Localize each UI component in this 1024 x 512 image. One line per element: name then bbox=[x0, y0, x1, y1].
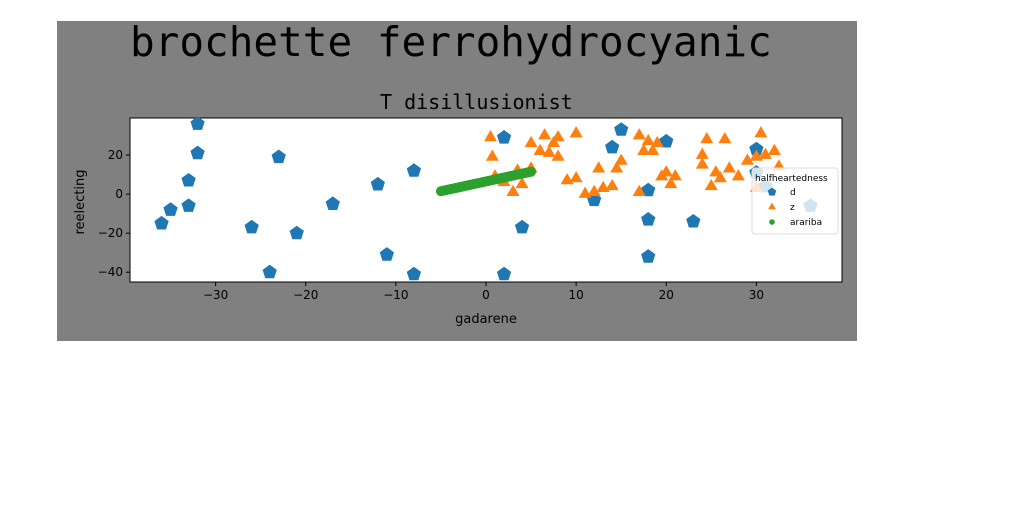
series-z-point bbox=[722, 161, 736, 173]
x-tick-label: 20 bbox=[659, 288, 674, 302]
series-z-point bbox=[646, 143, 660, 155]
series-d-point bbox=[370, 176, 385, 191]
series-d-point bbox=[406, 266, 422, 281]
series-z-point bbox=[533, 143, 547, 155]
y-tick-label: 0 bbox=[115, 187, 123, 201]
series-d-point bbox=[244, 219, 259, 234]
axis-ticks: −30 −20 −10 0 10 20 30 −40 −20 0 20 bbox=[98, 148, 764, 302]
legend-label-arariba: arariba bbox=[790, 218, 822, 228]
series-z-point bbox=[758, 147, 772, 159]
series-d-point bbox=[749, 141, 764, 156]
series-d-point bbox=[181, 172, 196, 187]
series-z-point bbox=[695, 147, 709, 159]
series-d-point bbox=[686, 213, 701, 228]
series-d-point bbox=[190, 116, 205, 130]
series-d-point bbox=[641, 212, 656, 226]
x-tick-label: 0 bbox=[482, 288, 490, 302]
series-z-point bbox=[632, 128, 646, 140]
series-z-point bbox=[551, 130, 565, 142]
series-z-point bbox=[587, 184, 601, 196]
series-z-point bbox=[551, 149, 565, 161]
series-d-point bbox=[325, 196, 340, 210]
legend: halfheartedness dz arariba bbox=[751, 167, 839, 235]
series-z-point bbox=[740, 153, 754, 165]
series-z-point bbox=[754, 126, 768, 138]
series-d-point bbox=[181, 198, 196, 212]
series-z-point bbox=[538, 128, 552, 140]
y-tick-label: −20 bbox=[98, 226, 123, 240]
series-z-point bbox=[695, 157, 709, 169]
series-d-point bbox=[496, 130, 512, 144]
series-z-point bbox=[506, 184, 520, 196]
series-d-point bbox=[605, 139, 620, 154]
series-d-point bbox=[659, 133, 674, 148]
series-d-point bbox=[262, 264, 277, 279]
legend-marker-z bbox=[768, 202, 776, 210]
series-z-point bbox=[704, 178, 718, 191]
series-d-point bbox=[154, 215, 169, 230]
series-d-point bbox=[614, 122, 629, 136]
series-z-point bbox=[718, 131, 732, 144]
series-z-point bbox=[767, 143, 781, 155]
series-d-point bbox=[271, 149, 286, 164]
series-z-point bbox=[542, 145, 556, 157]
x-tick-label: −30 bbox=[203, 288, 228, 302]
y-tick-label: −40 bbox=[98, 265, 123, 279]
x-tick-label: −20 bbox=[293, 288, 318, 302]
series-z-point bbox=[524, 135, 538, 148]
series-z-point bbox=[610, 161, 624, 173]
series-arariba-point bbox=[526, 166, 537, 177]
series-z-point bbox=[668, 169, 682, 181]
series-z-point bbox=[484, 130, 497, 142]
legend-title: halfheartedness bbox=[755, 174, 828, 184]
series-z-point bbox=[547, 135, 561, 148]
figure-suptitle: brochette ferrohydrocyanic bbox=[130, 18, 772, 66]
legend-box bbox=[751, 167, 839, 235]
series-z-point bbox=[515, 176, 529, 189]
series-d-point bbox=[163, 202, 178, 216]
series-z-point bbox=[614, 153, 628, 165]
series-z-point bbox=[569, 126, 583, 138]
series-z-point bbox=[605, 178, 619, 191]
x-axis-label: gadarene bbox=[455, 312, 517, 327]
legend-label-d: d bbox=[790, 188, 796, 198]
series-z-point bbox=[592, 161, 606, 173]
series-d-point bbox=[514, 219, 530, 234]
series-z-point bbox=[569, 171, 583, 183]
legend-label-z: z bbox=[790, 203, 795, 213]
legend-marker-arariba bbox=[769, 219, 775, 225]
series-z-point bbox=[650, 135, 664, 148]
data-marks bbox=[154, 116, 818, 281]
x-tick-label: 30 bbox=[749, 288, 764, 302]
series-z-point bbox=[713, 171, 727, 183]
chart-title: T disillusionist bbox=[380, 90, 573, 114]
x-tick-label: 10 bbox=[568, 288, 583, 302]
series-z-point bbox=[485, 149, 499, 161]
legend-marker-d bbox=[767, 187, 777, 196]
series-d-point bbox=[496, 266, 512, 281]
x-tick-label: −10 bbox=[383, 288, 408, 302]
y-tick-label: 20 bbox=[108, 148, 123, 162]
series-z-point bbox=[664, 176, 678, 189]
series-d-point bbox=[289, 225, 304, 240]
series-z-point bbox=[641, 133, 655, 146]
series-d-point bbox=[190, 145, 205, 160]
series-d-point bbox=[406, 163, 422, 177]
series-z-point bbox=[637, 143, 651, 155]
plot-area bbox=[129, 117, 843, 283]
series-z-point bbox=[632, 184, 646, 196]
series-z-point bbox=[700, 131, 714, 144]
series-d-point bbox=[641, 182, 656, 197]
series-z-point bbox=[659, 165, 673, 177]
series-d-point bbox=[641, 249, 656, 263]
series-d-point bbox=[379, 247, 394, 261]
series-z-point bbox=[731, 169, 745, 181]
y-axis-label: reelecting bbox=[73, 169, 88, 234]
